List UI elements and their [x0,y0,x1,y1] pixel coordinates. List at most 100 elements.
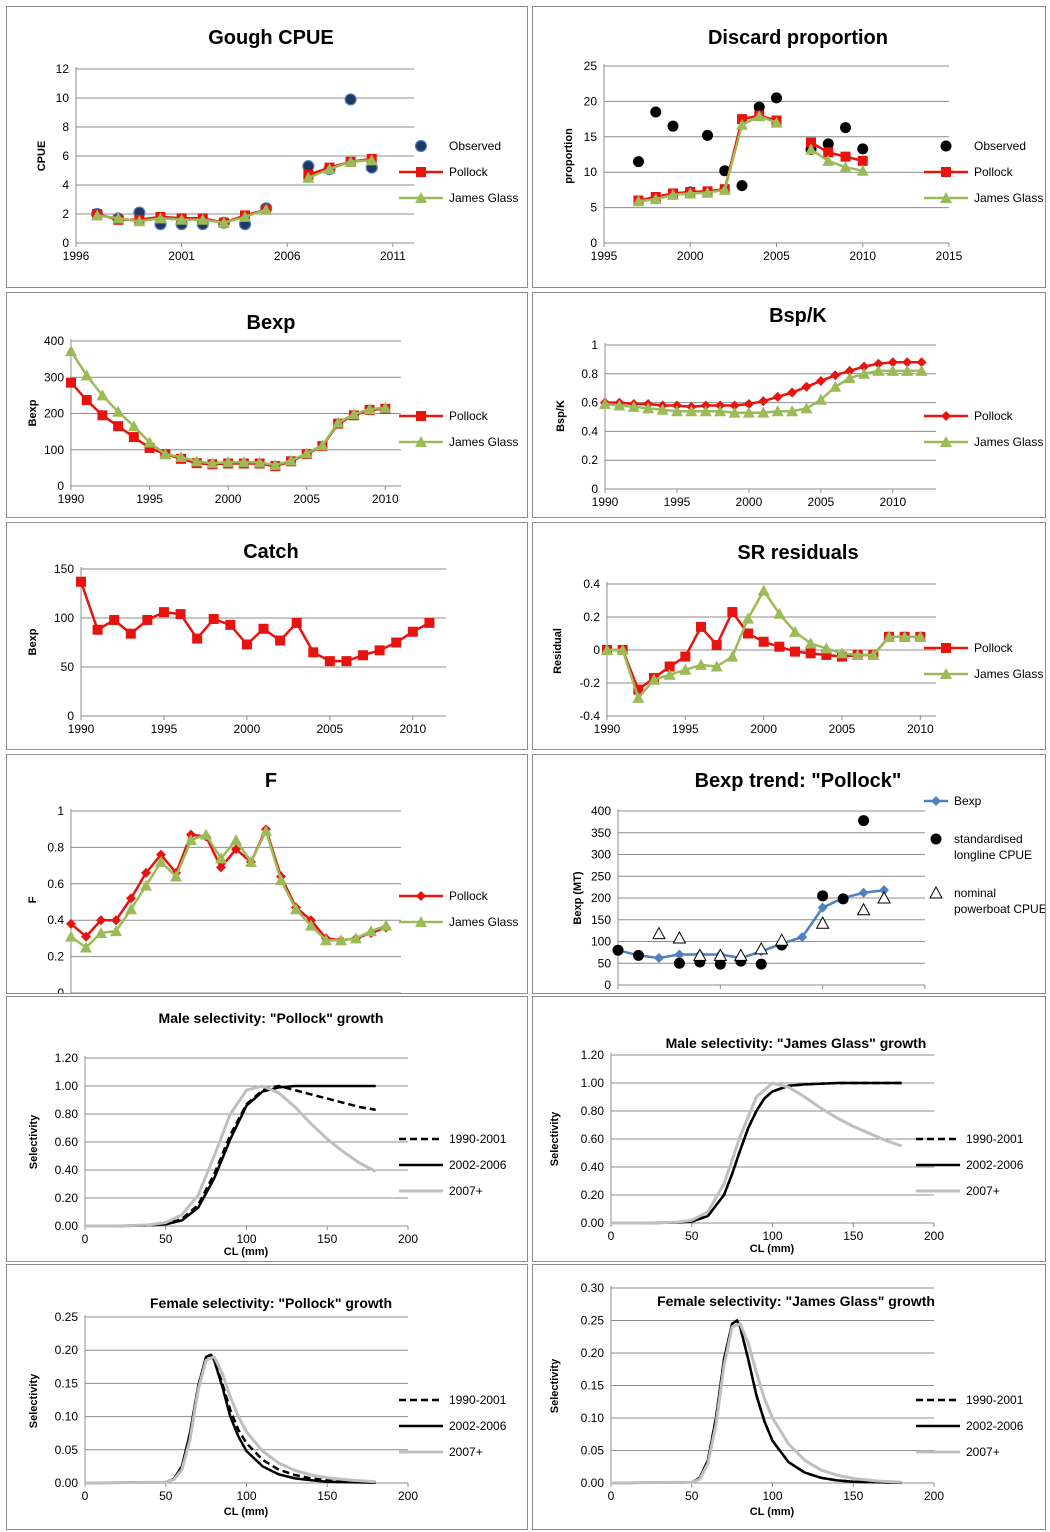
data-point [820,642,833,654]
data-point [701,186,714,198]
chart-title: Gough CPUE [208,27,334,49]
data-point [898,630,911,642]
data-point [772,391,783,402]
data-point [81,931,91,942]
data-point [65,930,77,942]
x-tick-label: 150 [843,1489,863,1503]
data-point [840,122,851,134]
data-point [290,903,302,915]
data-point [269,458,282,470]
data-point [817,890,829,902]
chart-svg-trend: Bexp trend: "Pollock" 0 50 100 150 200 250 300 3… [572,770,1045,994]
data-point [192,633,203,644]
data-point [141,867,151,878]
data-point [344,155,357,167]
data-point [774,641,785,652]
y-tick-label: 0 [593,643,600,657]
legend-marker [940,436,952,447]
data-point [66,918,76,929]
x-tick-label: 100 [236,1232,256,1246]
legend: Pollock James Glass [924,409,1043,449]
y-axis-label: CPUE [36,141,48,172]
legend-label: Pollock [449,889,489,903]
data-point [332,416,345,428]
legend-marker [930,833,942,845]
x-tick-label: 1995 [151,722,178,736]
y-tick-label: 100 [54,611,74,625]
series-2002-2006 [611,1081,902,1225]
series-1990-2001 [610,1319,902,1485]
y-tick-label: 0 [57,986,64,994]
chart-title: F [265,770,277,792]
legend-label: James Glass [974,191,1043,205]
x-tick-label: 2010 [399,722,426,736]
data-point [175,213,188,225]
data-point [126,893,136,904]
data-point [650,106,662,118]
x-tick-label: 50 [685,1229,699,1243]
data-point [663,668,676,680]
data-point [215,852,227,864]
series-line [85,1084,376,1228]
x-tick-label: 2010 [879,495,906,509]
data-point [407,626,418,637]
data-point [857,143,869,155]
data-point [350,932,362,944]
data-point [341,656,352,667]
y-tick-label: 200 [44,407,64,421]
data-point [902,357,913,368]
series-james-glass [65,825,392,953]
x-tick-label: 1996 [63,249,90,263]
data-point [801,381,812,392]
series-1990-2001 [85,1084,376,1228]
data-point [175,609,186,620]
x-tick-label: 100 [762,1229,782,1243]
data-point [258,623,269,634]
legend-label: James Glass [449,435,518,449]
y-tick-label: 6 [62,149,69,163]
data-point [670,405,683,417]
x-tick-label: 2012 [912,991,939,994]
chart-title: Female selectivity: "Pollock" growth [150,1295,392,1311]
data-point [363,403,376,415]
x-tick-label: 200 [924,1489,944,1503]
data-point [742,612,754,624]
y-tick-label: 25 [584,59,598,73]
data-point [76,576,86,587]
data-point [914,630,927,642]
y-tick-label: 0.40 [55,1163,79,1177]
x-tick-label: 1995 [672,722,699,736]
data-point [652,926,666,940]
legend-label: Bexp [954,794,982,808]
chart-title: SR residuals [737,542,858,564]
data-point [886,364,899,376]
x-axis-label: CL (mm) [224,1506,269,1518]
data-point [667,188,679,200]
data-point [81,395,92,406]
data-point [758,396,769,407]
data-point [840,151,851,162]
data-point [305,919,317,931]
data-point [633,156,644,168]
y-tick-label: 0.80 [581,1104,605,1118]
x-tick-label: 2015 [936,249,963,263]
x-tick-label: 100 [236,1489,256,1503]
legend-label: James Glass [449,191,518,205]
y-tick-label: 2 [62,207,69,221]
y-tick-label: 200 [591,891,611,905]
x-tick-label: 50 [159,1232,173,1246]
y-tick-label: 150 [591,913,611,927]
data-point [685,405,698,417]
y-axis-label: Selectivity [549,1111,561,1166]
data-point [91,209,104,221]
data-point [817,902,828,913]
series-line [84,1355,376,1485]
data-point [814,393,827,405]
legend-marker [931,796,941,806]
chart-svg-bspk: Bsp/K 0 0.2 0.4 0.6 0.8 1 1990 1995 2000 2005 2010 B… [555,305,1043,509]
y-tick-label: 0 [62,236,69,250]
data-point [216,862,226,873]
y-tick-label: 0.20 [55,1343,79,1357]
y-tick-label: 4 [62,178,69,192]
chart-title: Catch [243,541,299,563]
